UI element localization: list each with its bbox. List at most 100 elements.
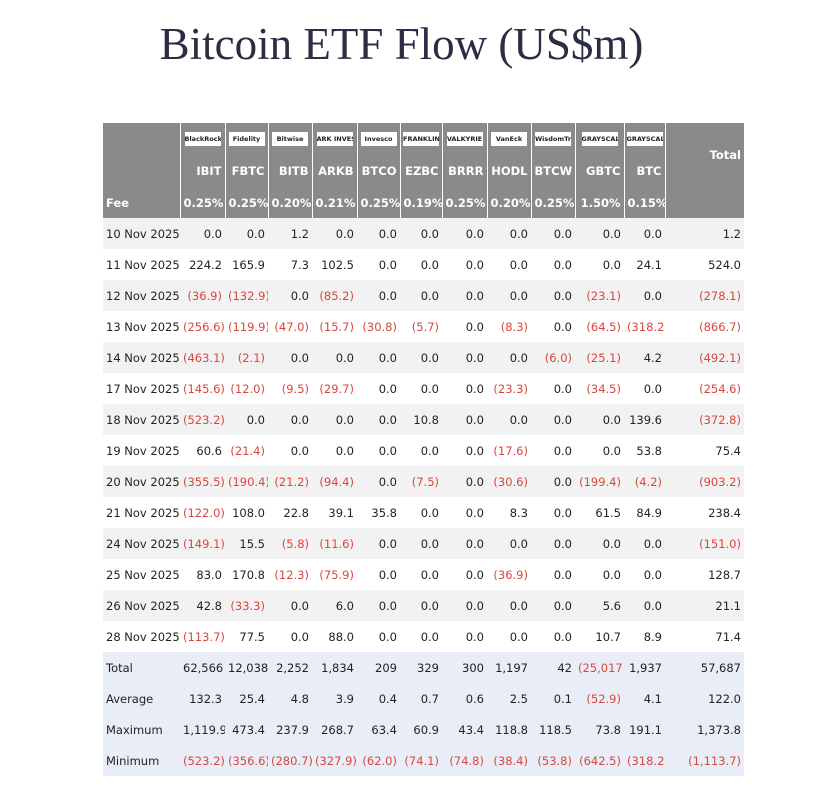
issuer-logo: FRANKLIN TEMPLETON	[403, 132, 439, 147]
data-row: 24 Nov 2025 (149.1) 15.5 (5.8) (11.6) 0.0 0.0 0…	[103, 528, 744, 559]
flow-value: (492.1)	[665, 342, 744, 373]
flow-value: (5.7)	[411, 319, 439, 334]
row-label: 21 Nov 2025	[106, 505, 180, 520]
flow-value: 108.0	[232, 505, 265, 520]
flow-value: 4.1	[624, 683, 665, 714]
flow-value: (122.0)	[183, 505, 225, 520]
fee: 0.15%	[623, 187, 665, 218]
flow-value: 0.0	[465, 629, 484, 644]
flow-value: 77.5	[239, 629, 265, 644]
fee: 0.20%	[486, 187, 531, 218]
logo-cell: WisdomTree	[530, 123, 575, 155]
flow-value: (256.6)	[183, 319, 225, 334]
logo-cell: Bitwise	[267, 123, 312, 155]
flow-value: 24.1	[636, 257, 662, 272]
flow-value: 0.0	[509, 629, 528, 644]
flow-value: 2.5	[487, 683, 531, 714]
flow-value: 0.0	[624, 280, 665, 311]
flow-value: 84.9	[636, 505, 662, 520]
flow-value: (2.1)	[225, 342, 268, 373]
data-row: 18 Nov 2025 (523.2) 0.0 0.0 0.0 0.0 10.8 0.0 0.0…	[103, 404, 744, 435]
flow-value: (23.3)	[493, 381, 528, 396]
header-cell	[103, 123, 180, 155]
flow-value: 63.4	[357, 714, 400, 745]
flow-value: 0.0	[487, 218, 531, 249]
flow-value: 0.0	[420, 381, 439, 396]
flow-value: 0.0	[420, 443, 439, 458]
flow-value: 0.7	[400, 683, 442, 714]
flow-value: 0.0	[335, 443, 354, 458]
flow-value: (36.9)	[493, 567, 528, 582]
issuer-logo: BlackRock	[184, 132, 221, 147]
flow-value: 0.0	[531, 528, 575, 559]
data-row: 25 Nov 2025 83.0 170.8 (12.3) (75.9) 0.0 0.0 0.…	[103, 559, 744, 590]
page-title: Bitcoin ETF Flow (US$m)	[159, 19, 644, 69]
flow-value: 0.0	[225, 218, 268, 249]
flow-value: (94.4)	[312, 466, 357, 497]
issuer-logo: Fidelity	[228, 132, 265, 147]
flow-value: (21.2)	[268, 466, 312, 497]
logo-cell: VanEck	[486, 123, 531, 155]
flow-value: (1,113.7)	[665, 745, 744, 776]
flow-value: 1,197	[487, 652, 531, 683]
flow-value: (145.6)	[183, 381, 225, 396]
flow-value: 0.0	[487, 528, 531, 559]
flow-value: (21.4)	[230, 443, 265, 458]
flow-value: 10.7	[595, 629, 621, 644]
flow-table: BlackRock Fidelity Bitwise ARK INVEST Invesc…	[103, 123, 744, 776]
flow-value: 8.9	[643, 629, 662, 644]
flow-value: (119.9)	[228, 319, 268, 334]
data-row: 14 Nov 2025 (463.1) (2.1) 0.0 0.0 0.0 0.0 0.0 0.…	[103, 342, 744, 373]
fee: 0.25%	[441, 187, 487, 218]
fee: 1.50%	[574, 187, 624, 218]
flow-value: 0.0	[487, 280, 531, 311]
data-row: 26 Nov 2025 42.8 (33.3) 0.0 6.0 0.0 0.0 0.0 0.0 0…	[103, 590, 744, 621]
flow-value: (113.7)	[183, 629, 225, 644]
flow-value: 0.0	[575, 528, 624, 559]
fee-label: Fee	[103, 187, 180, 218]
flow-value: (25,017)	[575, 652, 624, 683]
flow-value: 8.3	[509, 505, 528, 520]
flow-value: (866.7)	[699, 319, 741, 334]
flow-value: 0.0	[400, 528, 442, 559]
flow-value: 0.0	[290, 443, 309, 458]
flow-value: 0.0	[290, 629, 309, 644]
flow-value: 0.0	[378, 629, 397, 644]
flow-value: (30.6)	[487, 466, 531, 497]
flow-value: 238.4	[708, 505, 741, 520]
flow-value: 0.0	[357, 590, 400, 621]
issuer-logo: GRAYSCALE	[626, 132, 663, 147]
flow-value: 6.0	[312, 590, 357, 621]
data-row: 20 Nov 2025 (355.5) (190.4) (21.2) (94.4) 0.0…	[103, 466, 744, 497]
flow-value: 4.8	[268, 683, 312, 714]
flow-value: (903.2)	[665, 466, 744, 497]
flow-value: (151.0)	[665, 528, 744, 559]
flow-value: 0.0	[487, 342, 531, 373]
flow-value: 0.0	[575, 404, 624, 435]
flow-value: 88.0	[328, 629, 354, 644]
flow-value: 83.0	[196, 567, 222, 582]
flow-value: 237.9	[268, 714, 312, 745]
flow-value: (64.5)	[586, 319, 621, 334]
flow-value: 0.0	[531, 404, 575, 435]
row-label: 13 Nov 2025	[106, 319, 180, 334]
logo-cell: GRAYSCALE	[574, 123, 624, 155]
flow-value: 0.0	[465, 505, 484, 520]
flow-value: (8.3)	[500, 319, 528, 334]
flow-value: 122.0	[665, 683, 744, 714]
flow-value: (33.3)	[225, 590, 268, 621]
flow-value: 1,373.8	[665, 714, 744, 745]
logo-cell: GRAYSCALE	[623, 123, 665, 155]
flow-value: (74.8)	[442, 745, 487, 776]
row-label: Average	[103, 683, 180, 714]
flow-value: 102.5	[321, 257, 354, 272]
flow-value: 1,834	[312, 652, 357, 683]
flow-value: 139.6	[624, 404, 665, 435]
row-label: 19 Nov 2025	[106, 443, 180, 458]
flow-value: 0.0	[465, 567, 484, 582]
flow-value: 0.0	[180, 218, 225, 249]
row-label: 14 Nov 2025	[103, 342, 180, 373]
flow-value: 0.0	[624, 218, 665, 249]
fee: 0.20%	[267, 187, 312, 218]
